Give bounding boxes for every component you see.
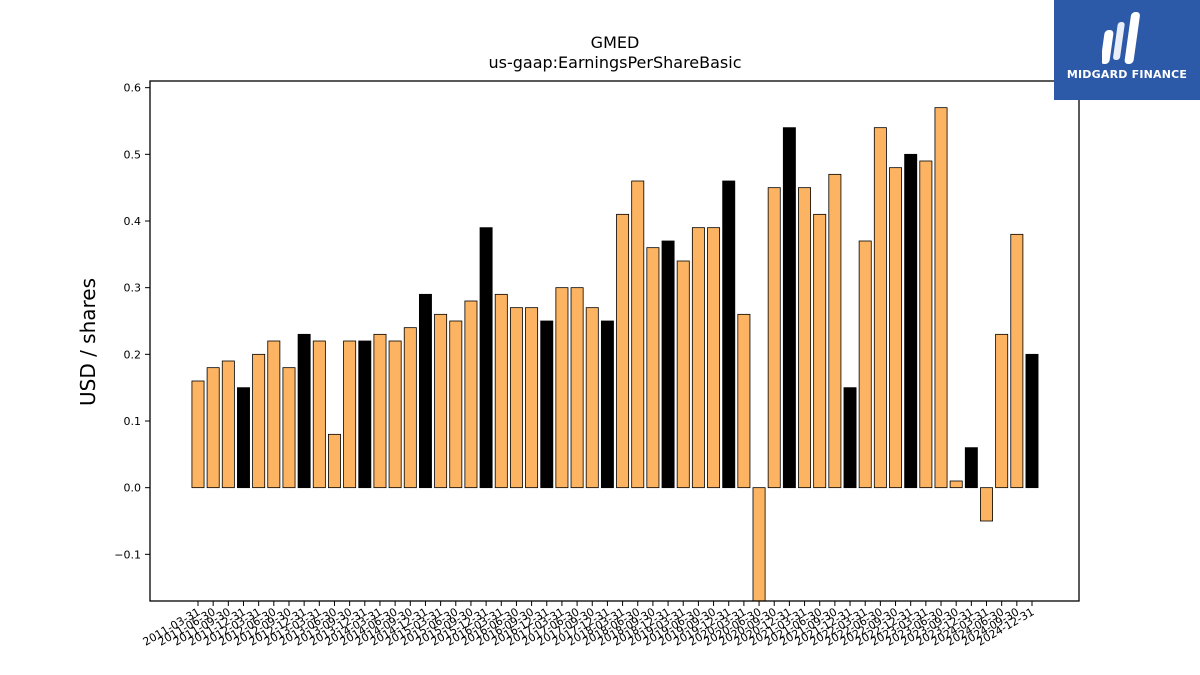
bars-layer — [191, 107, 1039, 602]
bar-2019-12-31 — [722, 180, 736, 489]
bar-2020-09-30 — [767, 187, 781, 489]
bar-2014-03-31 — [373, 333, 387, 489]
y-tick-label: 0.2 — [124, 348, 142, 361]
bar-2018-12-31 — [661, 240, 675, 489]
bar-2018-06-30 — [631, 180, 645, 489]
bar-2018-03-31 — [616, 213, 630, 489]
bar-2021-06-30 — [813, 213, 827, 489]
bar-2022-06-30 — [873, 127, 887, 489]
y-tick-label: 0.6 — [124, 82, 142, 95]
bar-2012-12-31 — [297, 333, 311, 489]
bar-2013-03-31 — [312, 340, 326, 489]
bar-2017-06-30 — [570, 287, 584, 489]
bar-2018-09-30 — [646, 247, 660, 489]
bar-2024-12-31 — [1025, 353, 1039, 489]
bar-2016-09-30 — [525, 307, 539, 489]
bar-2011-09-30 — [221, 360, 235, 489]
bar-2019-09-30 — [707, 227, 721, 489]
bar-2022-09-30 — [889, 167, 902, 489]
bar-2012-06-30 — [267, 340, 281, 489]
bar-2016-12-31 — [540, 320, 554, 489]
bar-2014-09-30 — [403, 327, 417, 489]
midgard-logo-icon — [1102, 12, 1140, 64]
bar-2016-06-30 — [509, 307, 523, 489]
bar-2015-03-31 — [434, 313, 448, 489]
bar-2023-12-31 — [964, 447, 978, 489]
chart-subtitle: us-gaap:EarningsPerShareBasic — [488, 53, 741, 72]
bar-2011-12-31 — [237, 387, 250, 489]
bar-2020-06-30 — [752, 487, 766, 602]
bar-2013-09-30 — [343, 340, 357, 489]
bar-2017-09-30 — [585, 307, 599, 489]
x-ticks: 2011-03-312011-06-302011-09-302011-12-31… — [141, 601, 1037, 649]
brand-name: MIDGARD FINANCE — [1066, 68, 1188, 81]
bar-2020-12-31 — [782, 127, 796, 489]
bar-2023-03-31 — [919, 160, 933, 489]
bar-2019-06-30 — [691, 227, 705, 489]
y-tick-label: −0.1 — [114, 548, 141, 561]
bar-2012-03-31 — [252, 353, 266, 489]
bar-2024-06-30 — [995, 333, 1009, 489]
bar-2016-03-31 — [494, 293, 508, 489]
chart-title: GMED — [591, 33, 640, 52]
bar-2013-12-31 — [358, 340, 372, 489]
bar-2011-06-30 — [206, 367, 220, 489]
bar-2013-06-30 — [328, 433, 341, 489]
bar-2015-12-31 — [479, 227, 493, 489]
bar-2021-12-31 — [843, 387, 857, 489]
y-ticks: −0.1 0.0 0.1 0.2 0.3 0.4 0.5 0.6 — [114, 82, 150, 561]
bar-2023-09-30 — [949, 480, 963, 489]
y-axis-label: USD / shares — [76, 278, 100, 406]
y-tick-label: 0.3 — [124, 282, 142, 295]
bar-2014-12-31 — [418, 293, 432, 489]
bar-2023-06-30 — [934, 107, 948, 489]
brand-logo: MIDGARD FINANCE — [1054, 0, 1200, 100]
bar-2024-09-30 — [1010, 233, 1024, 489]
bar-2015-06-30 — [449, 320, 463, 489]
y-tick-label: 0.4 — [124, 215, 142, 228]
bar-2024-03-31 — [980, 487, 993, 522]
bar-2017-03-31 — [555, 287, 569, 489]
bar-2015-09-30 — [464, 300, 478, 489]
y-tick-label: 0.1 — [124, 415, 142, 428]
bar-2022-03-31 — [858, 240, 872, 489]
y-tick-label: 0.5 — [124, 148, 142, 161]
bar-2021-03-31 — [798, 187, 812, 489]
bar-2012-09-30 — [282, 367, 296, 489]
bar-2014-06-30 — [388, 340, 402, 489]
plot-frame — [149, 80, 1080, 602]
y-tick-label: 0.0 — [124, 482, 142, 495]
bar-2017-12-31 — [600, 320, 614, 489]
bar-2020-03-31 — [737, 313, 751, 489]
bar-2022-12-31 — [904, 153, 918, 489]
bar-2021-09-30 — [828, 173, 842, 489]
bar-2019-03-31 — [676, 260, 690, 489]
bar-2011-03-31 — [191, 380, 205, 489]
